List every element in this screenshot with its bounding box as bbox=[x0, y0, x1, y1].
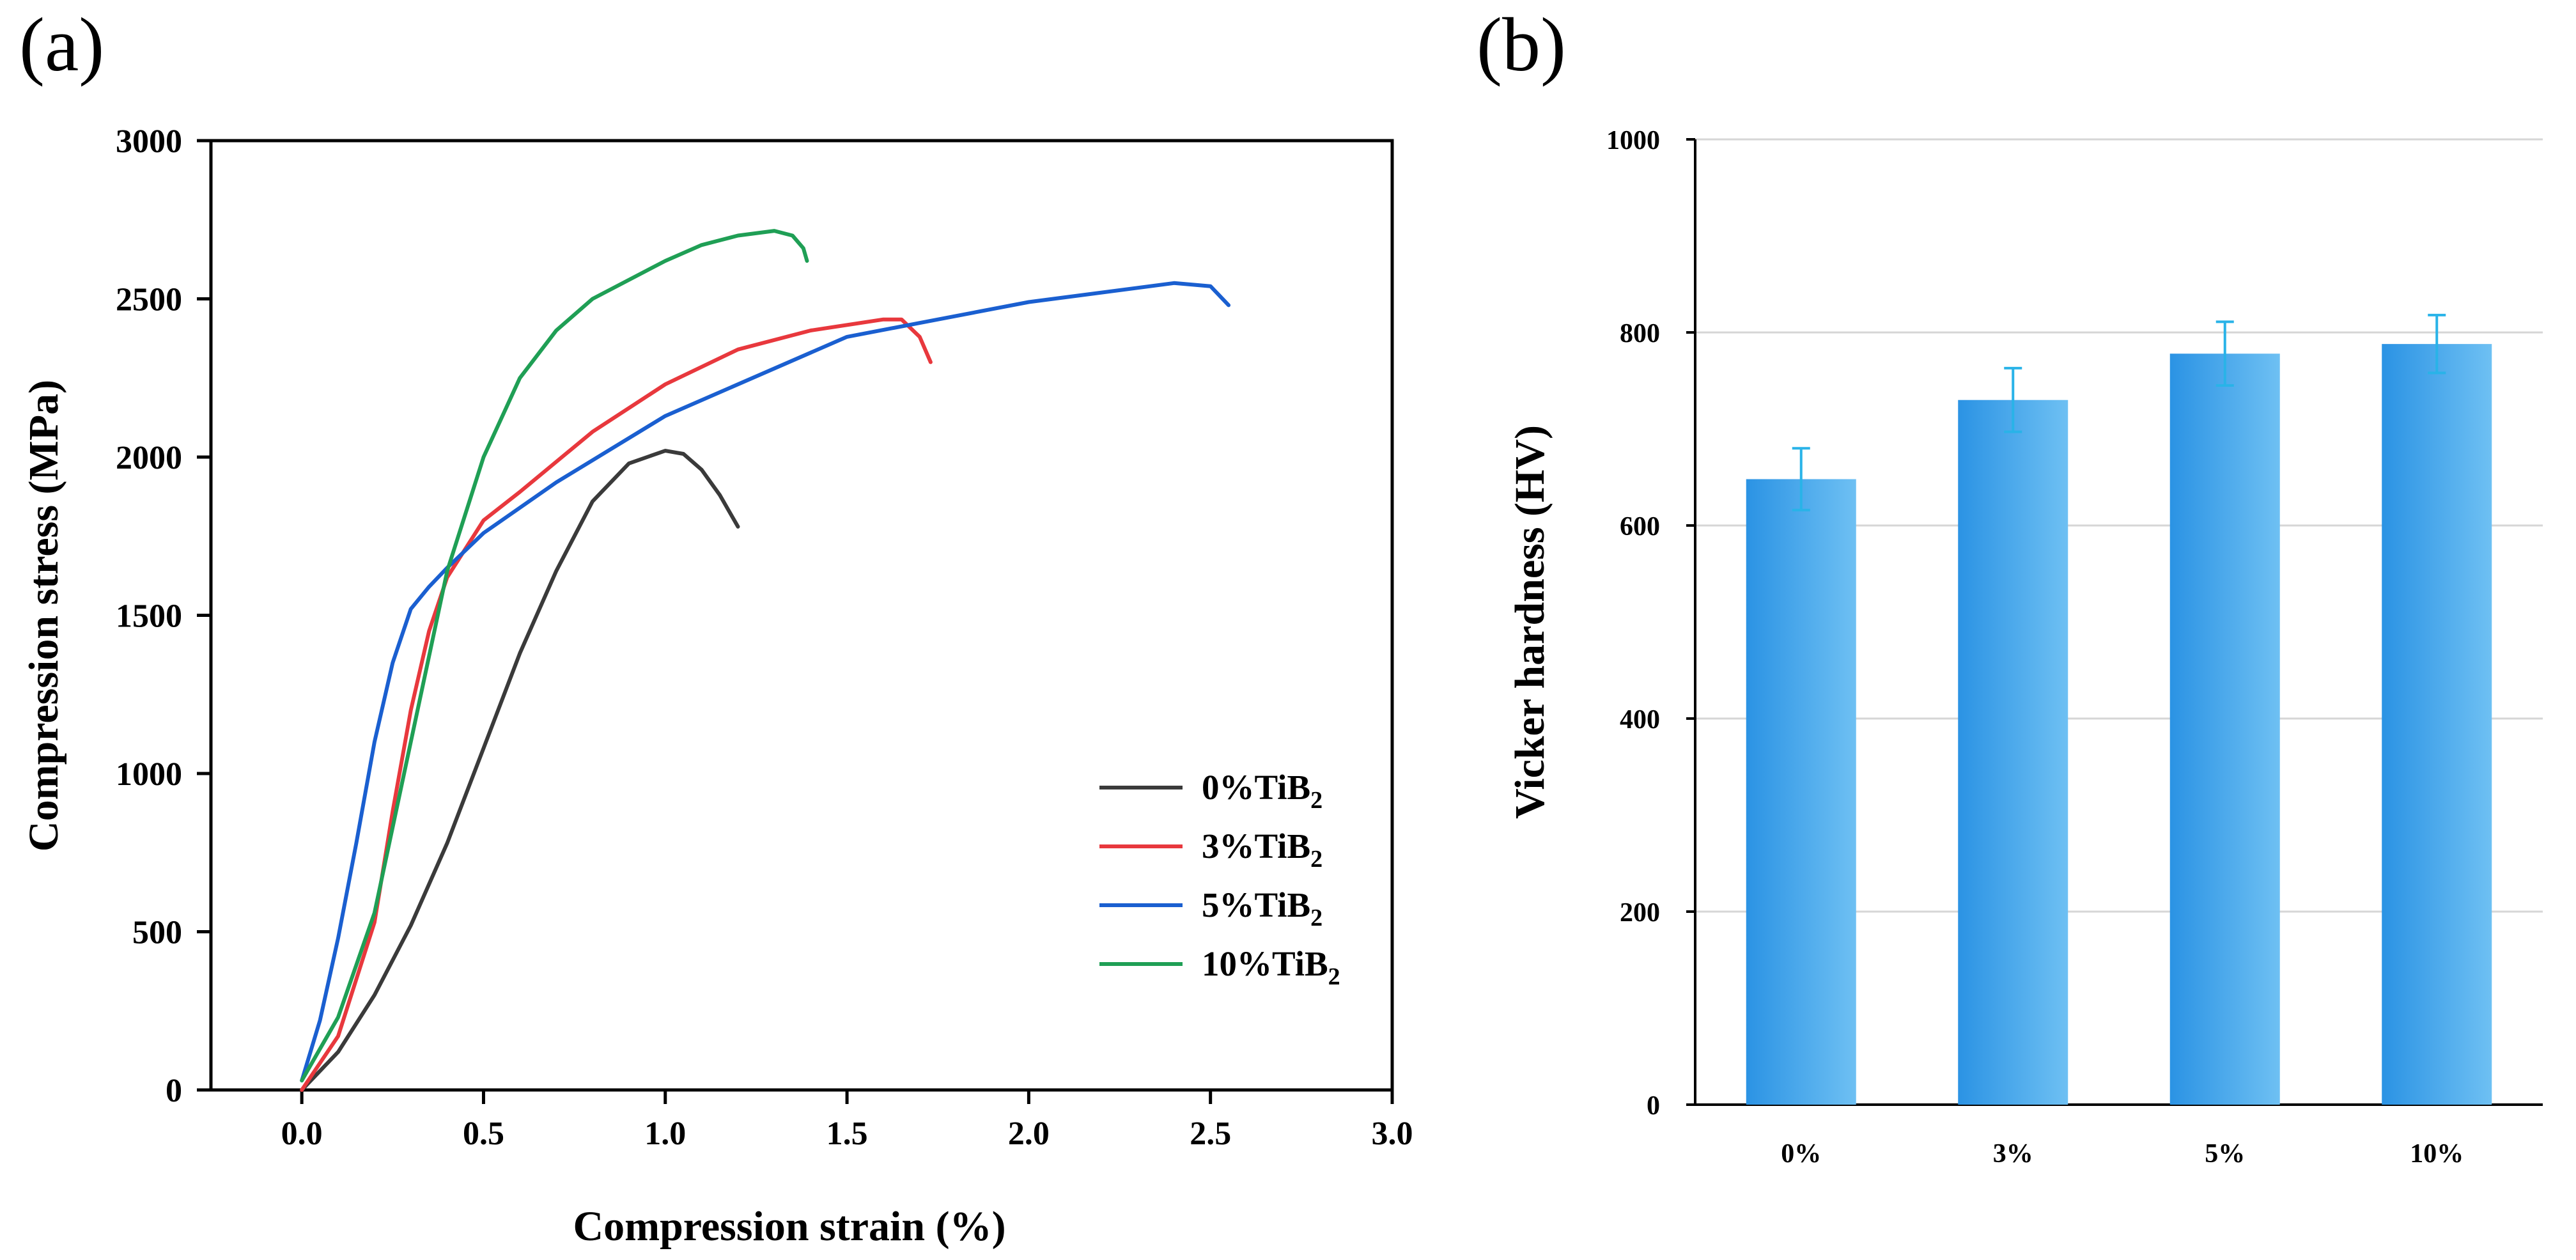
bar-10% bbox=[2382, 344, 2492, 1105]
series-line-0 bbox=[300, 449, 740, 1092]
y-tick-label: 500 bbox=[132, 915, 182, 951]
legend-label-2: 5%TiB2 bbox=[1202, 885, 1323, 931]
x-category-label: 10% bbox=[2410, 1139, 2463, 1169]
legend-label-subscript: 2 bbox=[1310, 846, 1323, 873]
y-tick-label: 0 bbox=[1647, 1091, 1660, 1121]
bar-5% bbox=[2169, 354, 2280, 1105]
legend-label-subscript: 2 bbox=[1310, 787, 1323, 814]
panel-b-bar-chart: (b) 0 200 400 600 800 1000 0% 3% 5% 10% Vicker ha… bbox=[1477, 2, 2543, 1169]
panel-a-ticks: 0.0 0.5 1.0 1.5 2.0 2.5 3.0 0 500 1000 1500 2000 250… bbox=[116, 123, 1413, 1152]
y-tick-label: 2500 bbox=[116, 282, 182, 318]
legend-label-subscript: 2 bbox=[1328, 963, 1340, 990]
x-tick-label: 0.5 bbox=[463, 1116, 504, 1152]
bar-3% bbox=[1958, 400, 2068, 1105]
series-line-1 bbox=[300, 317, 933, 1092]
x-tick-label: 2.0 bbox=[1008, 1116, 1050, 1152]
panel-b-ylabel: Vicker hardness (HV) bbox=[1507, 425, 1553, 819]
y-tick-label: 2000 bbox=[116, 440, 182, 476]
legend-label-prefix: 5%TiB bbox=[1202, 885, 1310, 924]
legend-label-prefix: 3%TiB bbox=[1202, 827, 1310, 866]
panel-b-label: (b) bbox=[1477, 2, 1566, 87]
y-tick-label: 600 bbox=[1620, 512, 1660, 541]
legend-label-prefix: 0%TiB bbox=[1202, 768, 1310, 807]
y-tick-label: 400 bbox=[1620, 705, 1660, 735]
legend-label-subscript: 2 bbox=[1310, 905, 1323, 931]
y-tick-label: 0 bbox=[166, 1073, 182, 1109]
y-tick-label: 3000 bbox=[116, 123, 182, 160]
legend-label-prefix: 10%TiB bbox=[1202, 944, 1328, 983]
panel-a-label: (a) bbox=[19, 2, 104, 87]
panel-a-xlabel: Compression strain (%) bbox=[573, 1203, 1005, 1250]
panel-a-series bbox=[300, 229, 1231, 1092]
y-tick-label: 200 bbox=[1620, 898, 1660, 928]
x-category-label: 0% bbox=[1781, 1139, 1821, 1169]
legend-label-1: 3%TiB2 bbox=[1202, 827, 1323, 873]
x-tick-label: 0.0 bbox=[281, 1116, 323, 1152]
x-category-label: 3% bbox=[1993, 1139, 2033, 1169]
legend-label-3: 10%TiB2 bbox=[1202, 944, 1340, 990]
y-tick-label: 800 bbox=[1620, 319, 1660, 348]
series-line-2 bbox=[300, 281, 1231, 1083]
panel-a-ylabel: Compression stress (MPa) bbox=[20, 380, 67, 852]
x-tick-label: 1.5 bbox=[826, 1116, 868, 1152]
x-tick-label: 2.5 bbox=[1190, 1116, 1231, 1152]
bar-0% bbox=[1746, 479, 1856, 1105]
legend-label-0: 0%TiB2 bbox=[1202, 768, 1323, 814]
y-tick-label: 1000 bbox=[116, 756, 182, 793]
series-line-3 bbox=[300, 229, 809, 1083]
x-category-label: 5% bbox=[2205, 1139, 2245, 1169]
panel-a-line-chart: (a) 0.0 0.5 1.0 1.5 2.0 2.5 3.0 0 500 1000 1500 200… bbox=[19, 2, 1413, 1250]
y-tick-label: 1000 bbox=[1606, 126, 1660, 155]
panel-b-bars bbox=[1746, 313, 2492, 1105]
x-tick-label: 1.0 bbox=[644, 1116, 686, 1152]
x-tick-label: 3.0 bbox=[1372, 1116, 1413, 1152]
y-tick-label: 1500 bbox=[116, 598, 182, 635]
panel-b-ticks: 0 200 400 600 800 1000 0% 3% 5% 10% bbox=[1606, 126, 2463, 1169]
